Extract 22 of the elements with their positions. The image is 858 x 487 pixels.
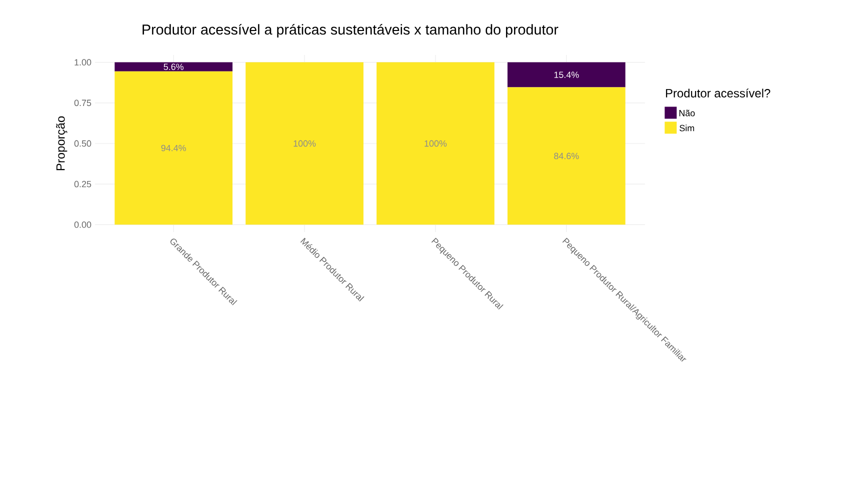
y-tick-label: 0.50 <box>74 140 92 147</box>
bar <box>246 62 364 225</box>
data-label: 100% <box>294 140 316 147</box>
legend-title: Produtor acessível? <box>666 88 770 98</box>
y-tick-label: 0.25 <box>74 180 92 188</box>
bar <box>508 62 626 88</box>
bar <box>114 62 233 72</box>
data-label: 5.6% <box>164 64 184 70</box>
legend-label: Sim <box>680 124 694 132</box>
data-label: 15.4% <box>554 72 579 78</box>
y-tick-label: 0.75 <box>74 100 92 106</box>
bar <box>508 87 626 225</box>
bar <box>114 71 233 225</box>
y-tick-label: 0.00 <box>74 222 92 228</box>
y-axis-title: Proporção <box>56 116 68 170</box>
chart-title: Produtor acessível a práticas sustentáveis x tamanho do produtor <box>142 24 558 38</box>
legend-label: Não <box>679 110 695 116</box>
y-tick-label: 1.00 <box>74 59 92 66</box>
bar <box>376 62 494 225</box>
data-label: 94.4% <box>161 144 186 152</box>
data-label: 100% <box>424 140 447 147</box>
data-label: 84.6% <box>554 152 579 160</box>
